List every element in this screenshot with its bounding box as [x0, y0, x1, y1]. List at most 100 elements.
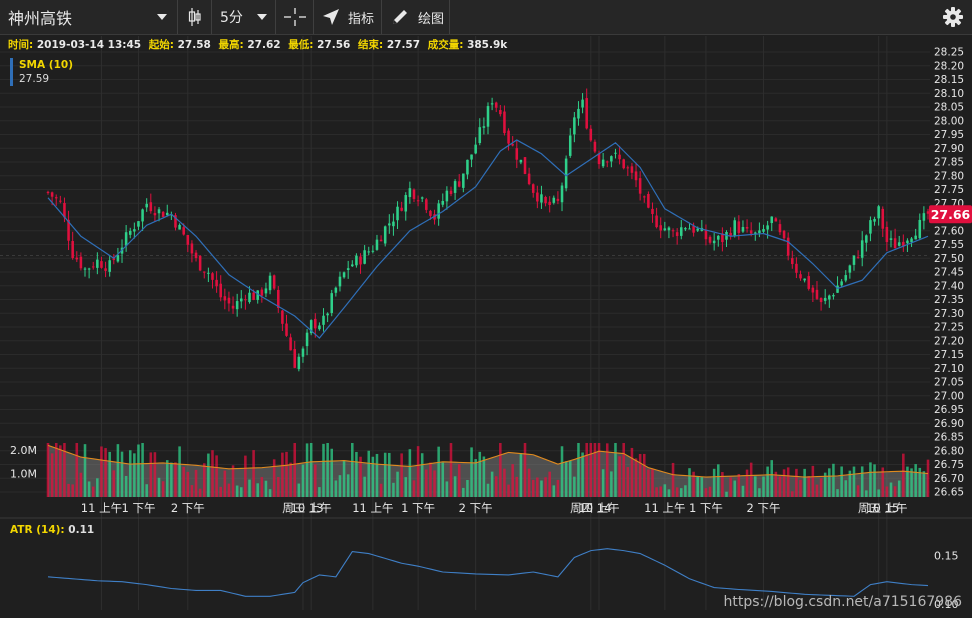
candle-body: [663, 228, 667, 231]
volume-bar: [371, 456, 375, 497]
volume-bar: [486, 483, 490, 497]
candle-body: [638, 178, 642, 194]
indicator-lines: [47, 139, 929, 597]
volume-bar: [807, 476, 811, 497]
candle-body: [79, 256, 83, 269]
candle-body: [721, 233, 724, 243]
candle-body: [527, 173, 531, 185]
candle-body: [190, 243, 194, 254]
candle-body: [400, 207, 403, 211]
volume-bar: [581, 452, 584, 497]
volume-bar: [836, 489, 839, 497]
volume-bar: [392, 482, 395, 497]
candle-body: [877, 206, 880, 219]
volume-bar: [906, 466, 909, 497]
candle-body: [445, 190, 449, 202]
low-value: 27.56: [317, 39, 351, 51]
candle-body: [157, 209, 161, 214]
volume-bar: [844, 480, 848, 497]
candle-body: [869, 220, 872, 234]
candle-body: [749, 230, 753, 234]
atr-legend-value: 0.11: [68, 524, 95, 536]
sma-legend-value: 27.59: [19, 73, 50, 85]
atr-legend[interactable]: ATR (14): 0.11: [10, 524, 94, 536]
volume-bar: [622, 443, 625, 497]
candle-body: [712, 240, 716, 244]
settings-button[interactable]: [934, 0, 972, 34]
time-tick-label: 10 上午: [866, 501, 907, 515]
draw-button[interactable]: 绘图: [382, 0, 450, 34]
volume-bar: [215, 455, 218, 497]
volume-bar: [396, 471, 399, 497]
volume-bar: [141, 443, 144, 497]
candle-body: [281, 310, 284, 324]
volume-bar: [614, 443, 617, 497]
candle-body: [363, 250, 366, 264]
volume-bar: [67, 483, 70, 497]
interval-selector[interactable]: 5分: [212, 0, 276, 34]
close-label: 结束:: [357, 39, 384, 51]
symbol-selector[interactable]: 神州高铁: [0, 0, 178, 34]
volume-bar: [289, 462, 292, 497]
candle-body: [860, 240, 864, 258]
candle-body: [71, 241, 74, 258]
candle-body: [692, 226, 695, 233]
candle-body: [67, 219, 70, 241]
volume-bar: [128, 450, 132, 497]
candle-body: [305, 332, 309, 347]
time-tick-label: 1 下午: [401, 501, 435, 515]
volume-bar: [860, 466, 864, 497]
candle-body: [626, 167, 630, 169]
candle-body: [54, 197, 58, 199]
sma-legend[interactable]: SMA (10) 27.59: [10, 58, 73, 86]
candle-body: [519, 159, 523, 163]
volume-bar: [548, 471, 551, 497]
volume-bar: [194, 469, 198, 497]
volume-bar: [285, 451, 288, 497]
volume-bar: [799, 479, 802, 497]
price-tick-label: 27.80: [934, 170, 964, 182]
volume-bar: [564, 461, 568, 497]
candle-body: [655, 215, 658, 228]
volume-bar: [758, 488, 761, 497]
volume-value: 385.9k: [467, 39, 508, 51]
candle-body: [318, 325, 321, 330]
volume-bar: [186, 471, 190, 497]
volume-label: 成交量:: [427, 39, 464, 51]
chart-grid: [0, 36, 972, 610]
candle-body: [112, 258, 116, 261]
candle-body: [577, 108, 580, 119]
volume-bar: [153, 452, 157, 497]
volume-bar: [457, 464, 461, 497]
crosshair-button[interactable]: [276, 0, 314, 34]
price-tick-label: 28.05: [934, 102, 964, 114]
candle-body: [622, 159, 625, 169]
candle-body: [680, 227, 683, 236]
volume-bar: [688, 468, 691, 497]
candle-body: [367, 251, 371, 253]
price-tick-label: 28.15: [934, 74, 964, 86]
navigation-arrow-icon: [322, 8, 340, 26]
price-tick-label: 27.85: [934, 157, 964, 169]
volume-bar: [770, 460, 774, 497]
candle-body: [412, 189, 416, 199]
volume-bar: [803, 468, 806, 497]
chevron-down-icon: [157, 14, 167, 20]
candle-body: [301, 348, 305, 357]
indicators-button[interactable]: 指标: [314, 0, 382, 34]
volume-bar: [50, 453, 54, 497]
candle-body: [515, 148, 519, 160]
volume-bar: [482, 456, 486, 497]
ohlc-info-bar: 时间: 2019-03-14 13:45 起始: 27.58 最高: 27.62…: [8, 37, 511, 52]
open-value: 27.58: [177, 39, 211, 51]
watermark-url: https://blog.csdn.net/a715167986: [723, 594, 963, 610]
price-tick-label: 28.00: [934, 115, 964, 127]
atr-tick-label: 0.15: [934, 549, 959, 562]
chart-type-button[interactable]: [178, 0, 212, 34]
volume-bar: [256, 483, 259, 497]
candle-body: [840, 281, 843, 286]
volume-bar: [885, 486, 889, 497]
volume-bar: [490, 471, 494, 497]
candle-body: [63, 202, 66, 218]
